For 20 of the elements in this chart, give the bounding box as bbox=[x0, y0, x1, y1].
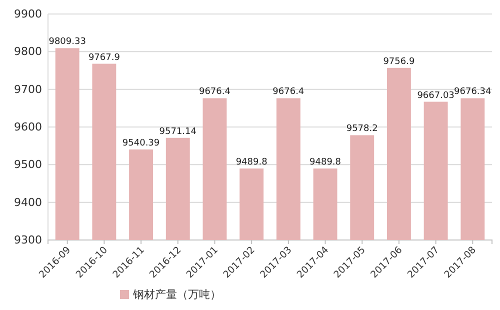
y-tick-label: 9800 bbox=[14, 45, 42, 58]
data-label: 9767.9 bbox=[88, 52, 120, 63]
data-label: 9676.4 bbox=[272, 87, 304, 98]
data-label: 9489.8 bbox=[310, 158, 342, 168]
data-label: 9571.14 bbox=[159, 126, 197, 137]
data-label: 9756.9 bbox=[383, 56, 415, 67]
data-label: 9809.33 bbox=[48, 37, 86, 48]
y-tick-label: 9900 bbox=[14, 8, 42, 21]
data-label: 9667.03 bbox=[417, 90, 454, 101]
data-label: 9489.8 bbox=[236, 158, 268, 168]
y-tick-label: 9600 bbox=[14, 120, 42, 134]
data-label: 9578.2 bbox=[346, 124, 378, 134]
data-label: 9676.4 bbox=[198, 87, 231, 98]
y-tick-label: 9300 bbox=[14, 234, 42, 247]
data-label: 9676.34 bbox=[454, 87, 492, 98]
data-label: 9540.39 bbox=[122, 138, 160, 148]
y-tick-label: 9400 bbox=[14, 196, 42, 209]
y-tick-label: 9700 bbox=[14, 82, 42, 96]
y-tick-label: 9500 bbox=[14, 158, 42, 172]
legend-label: 钢材产量（万吨） bbox=[132, 288, 221, 301]
